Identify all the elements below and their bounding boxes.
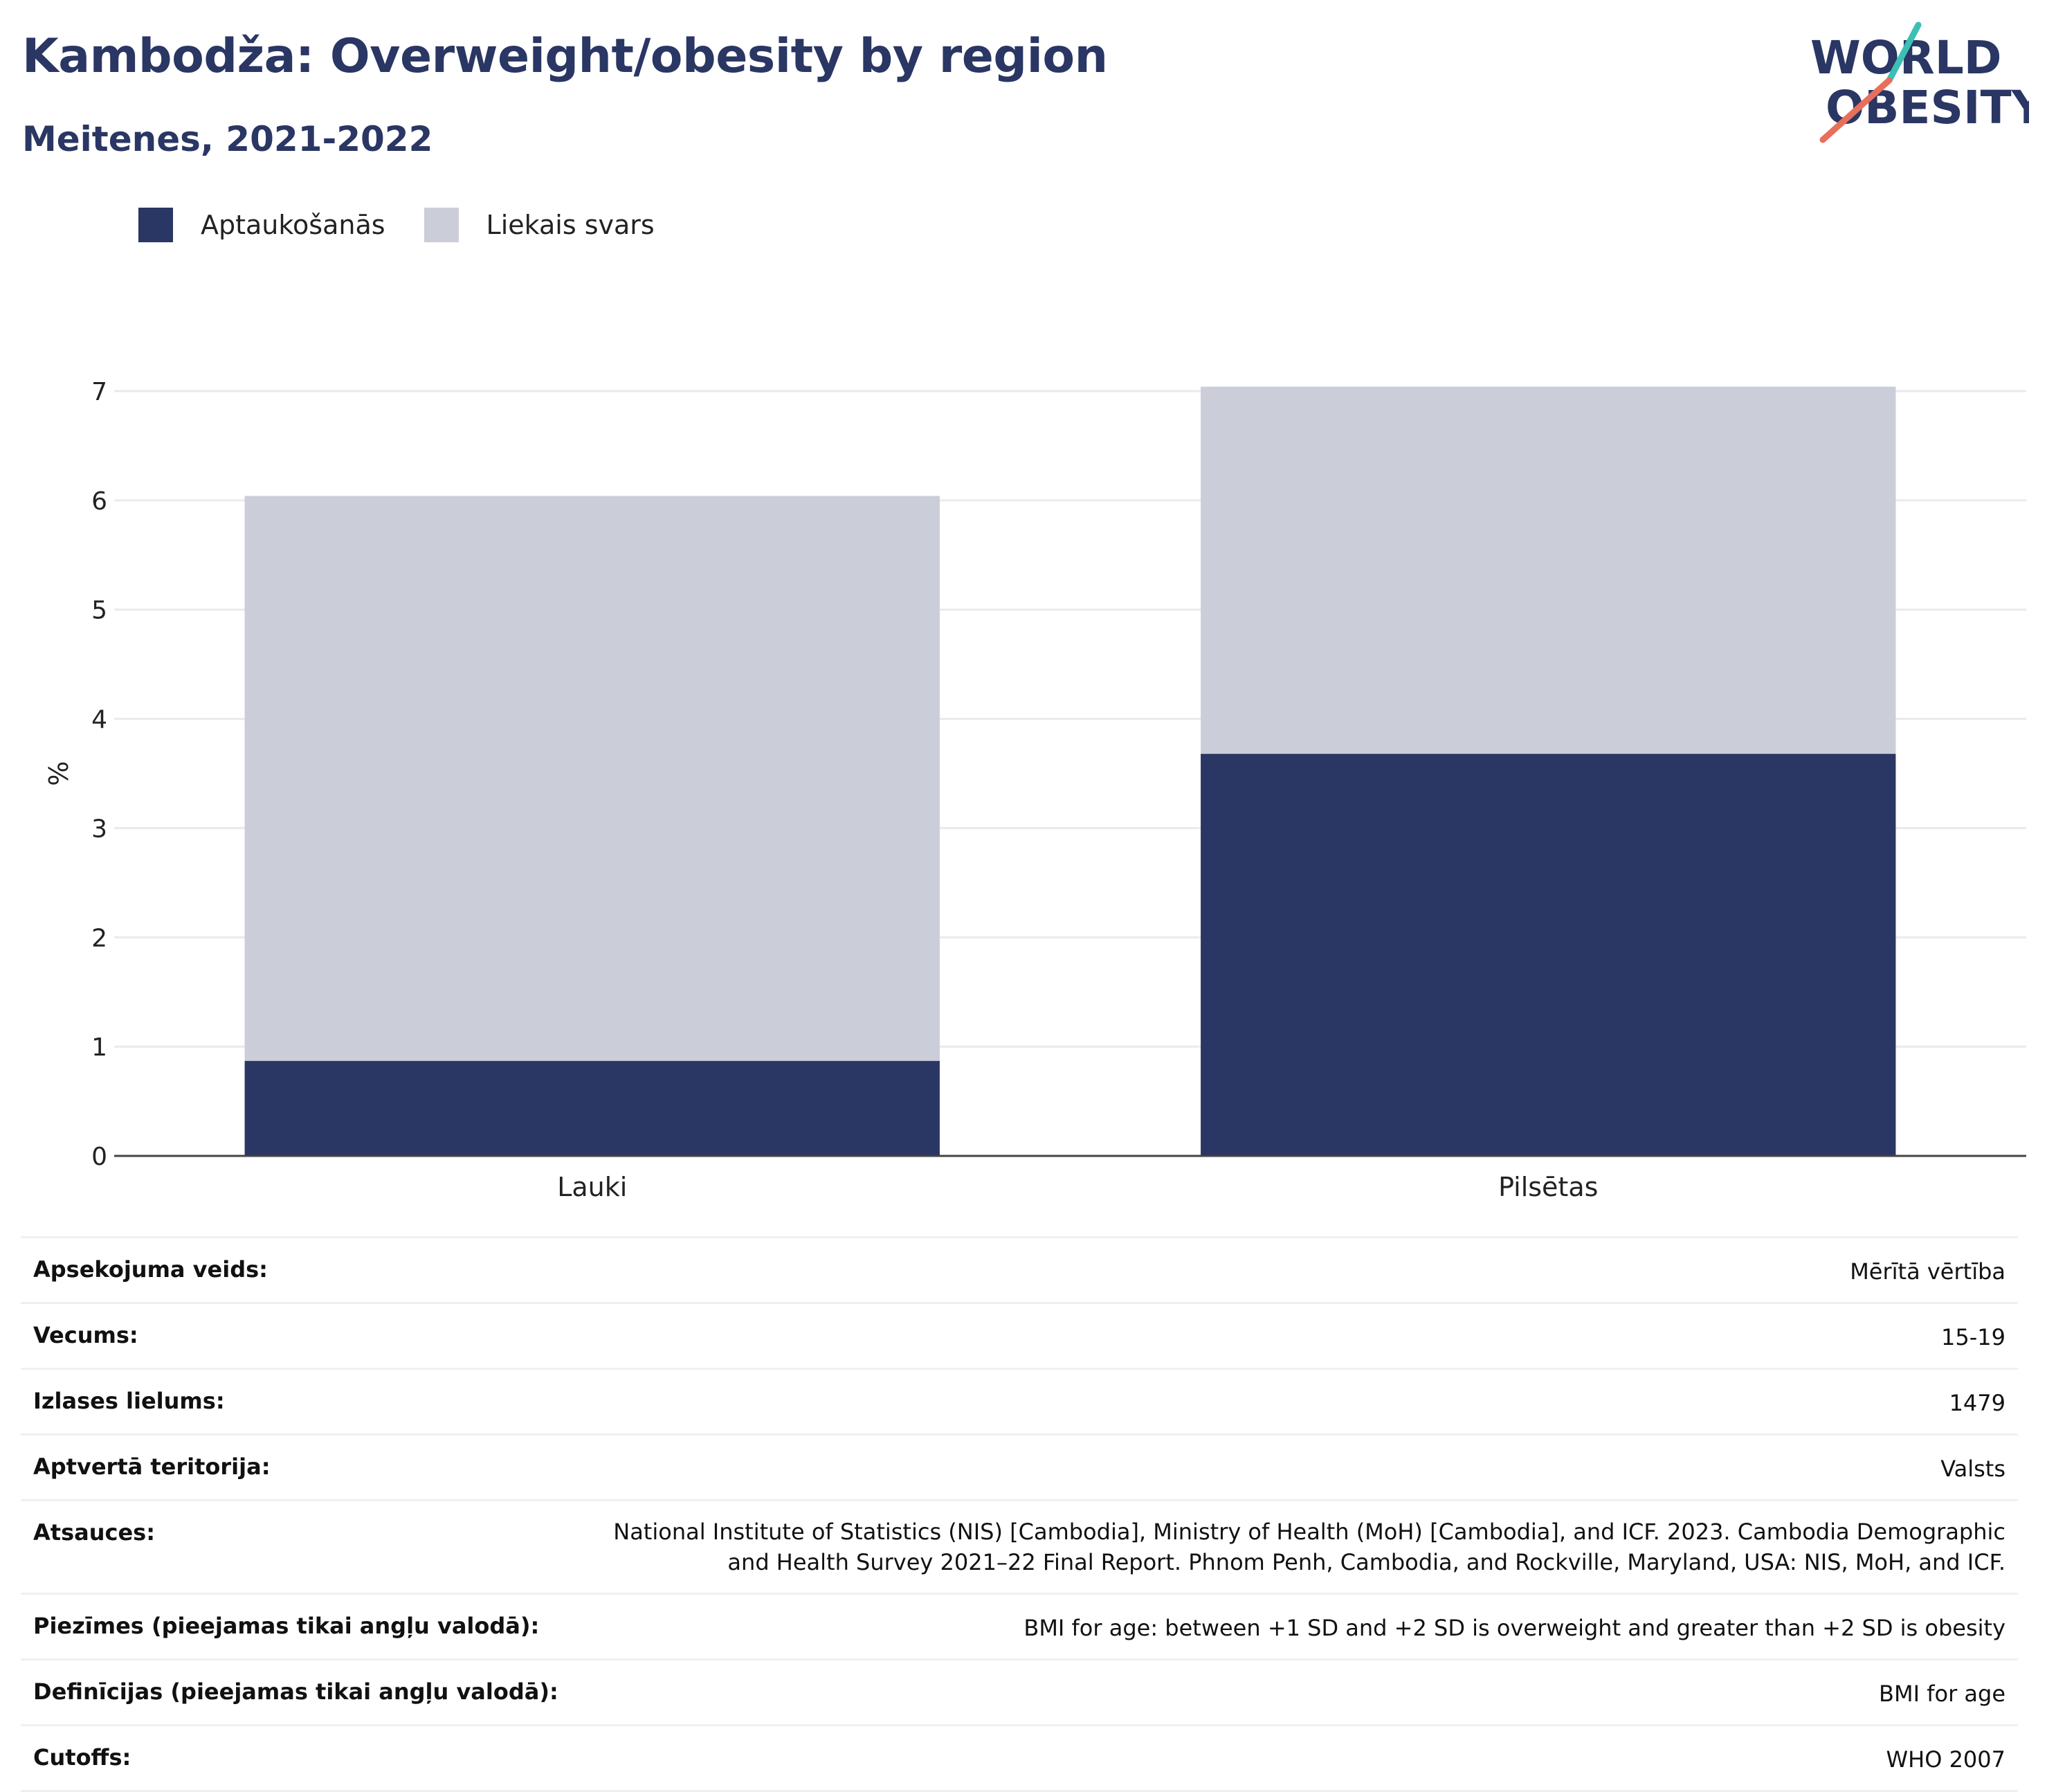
logo-text-world: WORLD	[1810, 31, 2002, 84]
legend-swatch-overweight	[424, 208, 459, 242]
info-value: BMI for age	[570, 1658, 2018, 1726]
chart-legend: Aptaukošanās Liekais svars	[138, 206, 693, 244]
info-key: Izlases lielums:	[21, 1368, 571, 1435]
info-row: Izlases lielums: 1479	[21, 1368, 2018, 1435]
info-key: Definīcijas (pieejamas tikai angļu valod…	[21, 1658, 571, 1726]
legend-item-overweight[interactable]: Liekais svars	[424, 208, 655, 242]
world-obesity-logo: WORLD OBESITY	[1810, 21, 2029, 143]
bar-segment	[1201, 386, 1896, 754]
page-title: Kambodža: Overweight/obesity by region	[22, 29, 1108, 84]
info-value: Mērītā vērtība	[570, 1236, 2018, 1303]
y-tick-label: 0	[91, 1143, 107, 1171]
info-row: Aptvertā teritorija: Valsts	[21, 1433, 2018, 1501]
bar-segment	[244, 1060, 940, 1156]
info-value: National Institute of Statistics (NIS) […	[570, 1499, 2018, 1594]
y-axis-label: %	[42, 761, 73, 786]
info-row: Piezīmes (pieejamas tikai angļu valodā):…	[21, 1593, 2018, 1660]
bar-segment	[244, 496, 940, 1061]
x-tick-label: Lauki	[557, 1172, 627, 1202]
y-tick-label: 1	[91, 1033, 107, 1062]
info-row: Cutoffs: WHO 2007	[21, 1724, 2018, 1792]
info-key: Atsauces:	[21, 1499, 571, 1594]
info-row: Apsekojuma veids: Mērītā vērtība	[21, 1236, 2018, 1303]
info-value-text: National Institute of Statistics (NIS) […	[613, 1519, 2005, 1575]
info-key: Aptvertā teritorija:	[21, 1433, 571, 1501]
page-subtitle: Meitenes, 2021-2022	[22, 119, 433, 159]
info-value: WHO 2007	[570, 1724, 2018, 1792]
info-value: 1479	[570, 1368, 2018, 1435]
legend-swatch-obesity	[138, 208, 173, 242]
info-key: Cutoffs:	[21, 1724, 571, 1792]
logo-slash-coral	[1819, 77, 1893, 143]
y-tick-label: 2	[91, 924, 107, 952]
info-row: Atsauces: National Institute of Statisti…	[21, 1499, 2018, 1594]
legend-label-overweight: Liekais svars	[486, 210, 655, 240]
info-value: BMI for age: between +1 SD and +2 SD is …	[570, 1593, 2018, 1660]
bar-segment	[1201, 754, 1896, 1156]
y-tick-label: 5	[91, 597, 107, 625]
info-key: Apsekojuma veids:	[21, 1236, 571, 1303]
info-row: Vecums: 15-19	[21, 1302, 2018, 1369]
y-tick-label: 6	[91, 487, 107, 516]
y-tick-label: 4	[91, 706, 107, 734]
survey-info-table: Apsekojuma veids: Mērītā vērtība Vecums:…	[21, 1236, 2018, 1792]
info-key: Piezīmes (pieejamas tikai angļu valodā):	[21, 1593, 571, 1660]
info-key: Vecums:	[21, 1302, 571, 1369]
x-tick-label: Pilsētas	[1498, 1172, 1598, 1202]
y-tick-label: 3	[91, 815, 107, 843]
info-value: 15-19	[570, 1302, 2018, 1369]
legend-label-obesity: Aptaukošanās	[201, 210, 385, 240]
y-tick-label: 7	[91, 378, 107, 406]
legend-item-obesity[interactable]: Aptaukošanās	[138, 208, 385, 242]
stacked-bar-chart: 0 1 2 3 4 5 6 7% Lauki Pilsētas	[42, 378, 2026, 1202]
logo-slash-teal	[1886, 21, 1922, 84]
info-value: Valsts	[570, 1433, 2018, 1501]
info-row: Definīcijas (pieejamas tikai angļu valod…	[21, 1658, 2018, 1726]
